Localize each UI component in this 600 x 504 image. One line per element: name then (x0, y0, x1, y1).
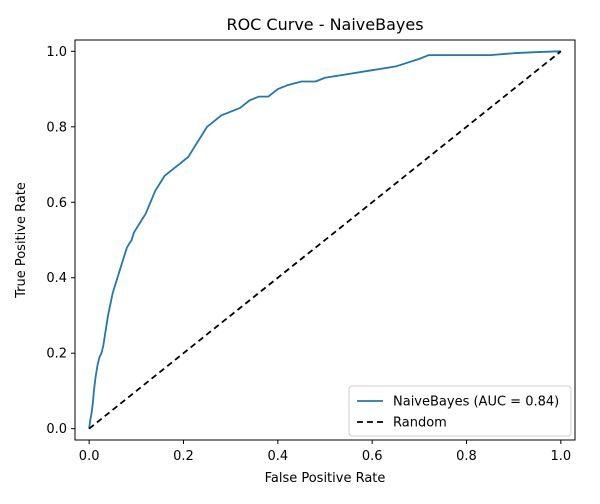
plot-area (88, 50, 562, 430)
x-tick-label: 1.0 (551, 449, 572, 464)
legend-box (348, 385, 572, 437)
y-tick-label: 0.2 (46, 347, 67, 362)
y-tick-label: 0.6 (46, 196, 67, 211)
legend: NaiveBayes (AUC = 0.84) Random (348, 385, 572, 437)
chart-title: ROC Curve - NaiveBayes (226, 15, 423, 34)
series-line-random (88, 50, 562, 430)
series-line-naivebayes (88, 50, 561, 429)
x-tick-label: 0.4 (267, 449, 288, 464)
plot-frame (74, 39, 576, 441)
x-tick-label: 0.0 (79, 449, 100, 464)
x-tick-label: 0.2 (173, 449, 194, 464)
x-tick-label: 0.8 (456, 449, 477, 464)
axis-ticks: 0.0 0.2 0.4 0.6 0.8 1.0 0.0 0.2 0.4 0.6 0.8 1.0 (46, 45, 571, 464)
x-axis-label: False Positive Rate (265, 471, 386, 486)
x-tick-label: 0.6 (362, 449, 383, 464)
y-tick-label: 0.8 (46, 120, 67, 135)
y-axis-label: True Positive Rate (14, 182, 29, 299)
y-tick-label: 0.0 (46, 422, 67, 437)
y-tick-label: 1.0 (46, 45, 67, 60)
legend-label: Random (393, 416, 447, 431)
legend-label: NaiveBayes (AUC = 0.84) (393, 395, 559, 410)
y-tick-label: 0.4 (46, 271, 67, 286)
